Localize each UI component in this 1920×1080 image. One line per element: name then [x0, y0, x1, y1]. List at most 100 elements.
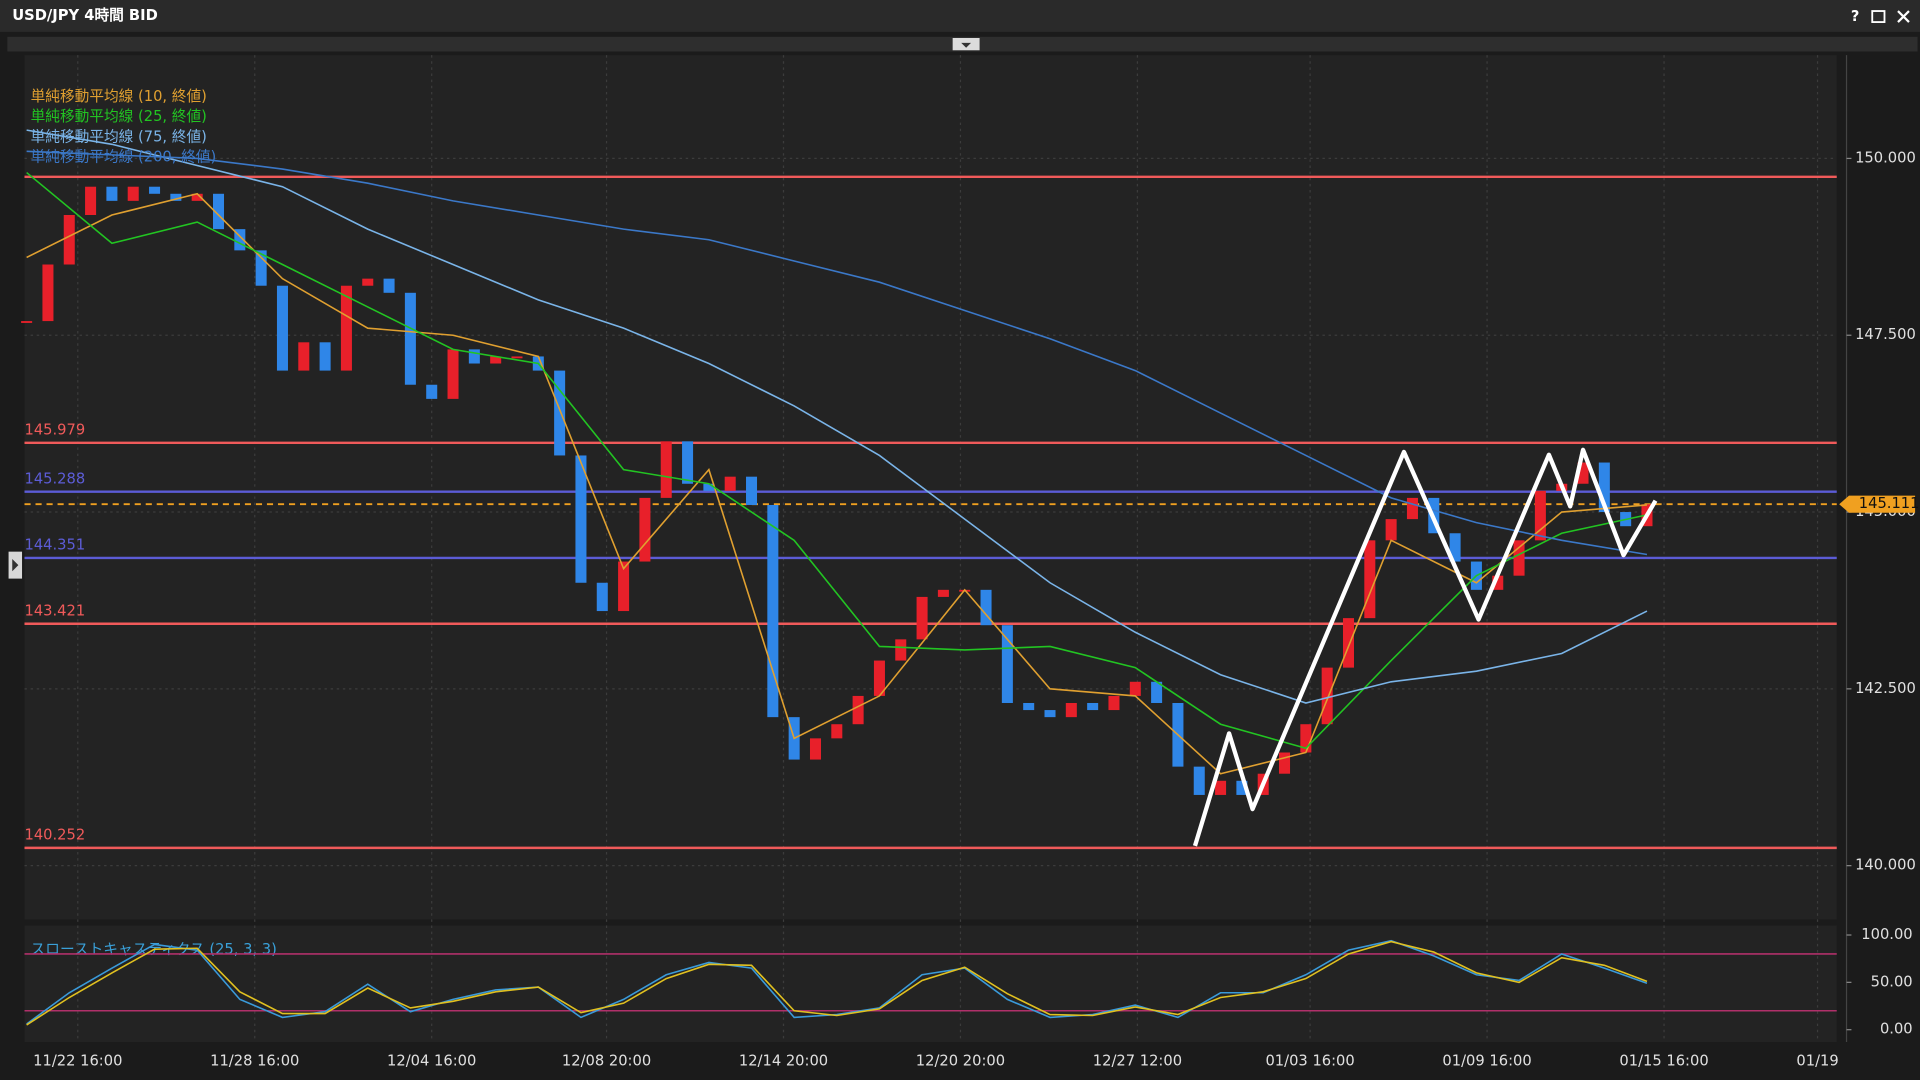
x-tick-label: 11/22 16:00 — [33, 1053, 122, 1070]
stoch-line — [26, 939, 1648, 1025]
candle — [319, 342, 331, 371]
level-label: 144.351 — [24, 537, 85, 554]
candle — [1449, 533, 1461, 562]
maximize-button[interactable] — [1871, 10, 1886, 23]
x-tick-label: 12/27 12:00 — [1093, 1053, 1182, 1070]
candle — [1065, 702, 1077, 718]
candle — [1236, 780, 1248, 795]
candle — [1023, 702, 1035, 711]
title-bar — [0, 0, 1920, 32]
y-tick-label: 142.500 — [1855, 680, 1916, 697]
last-price-label: 145.111 — [1859, 495, 1920, 512]
legend-entry: 単純移動平均線 (10, 終値) — [31, 88, 207, 105]
y-tick-label: 140.000 — [1855, 857, 1916, 874]
ma-line — [26, 150, 1648, 556]
candle — [1342, 618, 1355, 668]
x-tick-label: 01/09 16:00 — [1442, 1053, 1531, 1070]
candle — [1044, 710, 1056, 718]
y-tick-label: 0.00 — [1880, 1021, 1913, 1038]
candle — [234, 229, 246, 251]
candle — [703, 483, 715, 491]
candle — [1385, 519, 1397, 541]
x-tick-label: 01/03 16:00 — [1265, 1053, 1354, 1070]
candle — [895, 639, 907, 661]
candle — [746, 476, 758, 505]
candle — [85, 186, 97, 216]
side-toggle-icon — [12, 559, 19, 572]
stoch-line — [26, 940, 1648, 1026]
candle — [937, 589, 949, 597]
candle — [554, 370, 566, 456]
legend-entry: 単純移動平均線 (200, 終値) — [31, 149, 217, 166]
candle — [1129, 681, 1141, 696]
x-tick-label: 12/04 16:00 — [387, 1053, 476, 1070]
candle — [639, 497, 651, 562]
candle — [1001, 625, 1013, 703]
x-tick-label: 01/19 — [1796, 1053, 1838, 1070]
candle — [362, 278, 374, 286]
y-tick-label: 147.500 — [1855, 326, 1916, 343]
level-label: 145.288 — [24, 470, 85, 487]
ma-line — [26, 129, 1648, 704]
legend-entry: 単純移動平均線 (25, 終値) — [31, 108, 207, 125]
candle — [149, 186, 161, 194]
candle — [298, 342, 310, 371]
candle — [340, 285, 352, 371]
candle — [1492, 575, 1504, 590]
ma-line — [26, 192, 1648, 775]
candle — [1300, 724, 1312, 753]
candle — [383, 278, 395, 293]
help-button[interactable]: ? — [1851, 8, 1860, 25]
level-label: 143.421 — [24, 602, 85, 619]
candle — [426, 384, 438, 399]
candle — [1215, 780, 1227, 795]
ma-line — [26, 171, 1648, 750]
candle — [1534, 490, 1546, 541]
candle — [1321, 667, 1333, 725]
candle — [42, 264, 54, 322]
candle — [63, 215, 75, 265]
candle — [724, 476, 736, 491]
stoch-plot — [24, 925, 1837, 1042]
candle — [127, 186, 139, 201]
candle — [255, 250, 267, 286]
candle — [831, 724, 843, 739]
candle — [21, 321, 33, 323]
x-tick-label: 12/08 20:00 — [562, 1053, 651, 1070]
legend-entry: 単純移動平均線 (75, 終値) — [31, 128, 207, 145]
candle — [682, 441, 694, 484]
last-price-tag — [1839, 495, 1916, 513]
candle — [852, 695, 864, 725]
candle — [575, 455, 587, 583]
zigzag-line — [1192, 447, 1658, 847]
y-tick-label: 150.000 — [1855, 149, 1916, 166]
candle — [660, 441, 672, 498]
candle — [618, 561, 630, 612]
candle — [916, 596, 928, 640]
candle — [1598, 462, 1610, 513]
candle — [170, 193, 182, 201]
candle — [1193, 766, 1205, 795]
candle — [767, 504, 779, 718]
candle — [596, 582, 608, 612]
level-label: 145.979 — [24, 422, 85, 439]
x-tick-label: 11/28 16:00 — [210, 1053, 299, 1070]
candle — [1087, 702, 1099, 711]
candle — [1513, 540, 1525, 576]
window-title: USD/JPY 4時間 BID — [12, 6, 158, 24]
close-button[interactable] — [1897, 10, 1910, 23]
x-tick-label: 12/14 20:00 — [739, 1053, 828, 1070]
x-tick-label: 01/15 16:00 — [1619, 1053, 1708, 1070]
candle — [404, 292, 416, 385]
candle — [873, 660, 885, 696]
y-tick-label: 50.00 — [1871, 973, 1913, 990]
candle — [191, 193, 203, 201]
candle — [1406, 497, 1418, 520]
candle — [1151, 681, 1163, 703]
candle — [1577, 462, 1589, 484]
candle — [511, 356, 523, 359]
candle — [212, 193, 225, 230]
x-tick-label: 12/20 20:00 — [916, 1053, 1005, 1070]
